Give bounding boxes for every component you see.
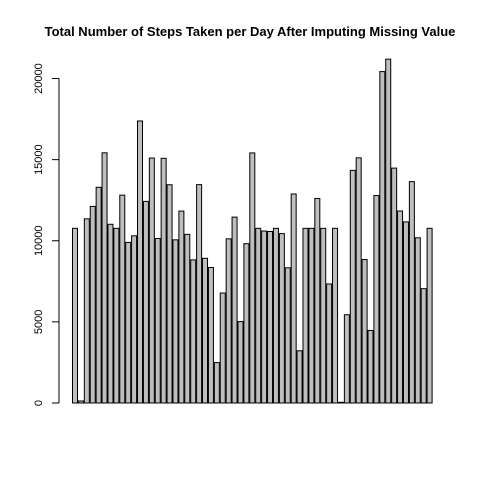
bar <box>284 267 291 404</box>
chart-title: Total Number of Steps Taken per Day Afte… <box>45 24 456 39</box>
bar <box>426 227 433 404</box>
bar <box>190 259 197 404</box>
bar <box>107 223 114 404</box>
bar <box>332 227 339 404</box>
bar <box>160 157 167 404</box>
bar <box>420 288 427 404</box>
bar <box>373 195 380 404</box>
bar <box>243 243 250 404</box>
bar <box>148 157 155 404</box>
bar <box>142 200 149 404</box>
bar <box>267 231 274 404</box>
bar <box>154 238 161 404</box>
bar <box>272 227 279 404</box>
bar <box>225 238 232 404</box>
y-tick-label: 10000 <box>33 225 45 256</box>
bar <box>261 230 268 404</box>
bar <box>296 350 303 404</box>
bar <box>137 120 144 404</box>
bar <box>355 157 362 404</box>
bar <box>119 194 126 404</box>
bar <box>113 227 120 404</box>
bar <box>337 401 344 404</box>
bar <box>219 292 226 404</box>
bar <box>326 283 333 404</box>
bar <box>290 193 297 404</box>
bar <box>349 169 356 404</box>
bar <box>184 233 191 404</box>
bar <box>207 266 214 404</box>
bar <box>72 227 78 404</box>
y-tick-label: 5000 <box>33 310 45 334</box>
bar <box>397 210 404 404</box>
bar <box>302 227 309 404</box>
y-tick-label: 15000 <box>33 144 45 175</box>
y-tick-label: 0 <box>33 400 45 406</box>
bar <box>314 197 321 404</box>
bar <box>83 218 90 404</box>
bar <box>320 227 327 404</box>
bar <box>77 400 84 404</box>
bar <box>202 257 209 404</box>
bar <box>178 210 185 404</box>
y-tick-label: 20000 <box>33 63 45 94</box>
bar <box>379 71 386 404</box>
y-axis: 0 5000 10000 15000 20000 <box>33 63 60 406</box>
bar <box>414 237 421 404</box>
bar <box>131 235 138 404</box>
bar <box>95 186 102 404</box>
bar <box>231 216 238 404</box>
bar <box>278 233 285 404</box>
bar <box>249 152 256 404</box>
bar <box>89 205 96 404</box>
bar <box>255 227 262 404</box>
bar <box>361 259 368 404</box>
bar <box>391 167 398 404</box>
bar <box>343 314 350 404</box>
bar <box>402 221 409 404</box>
bar <box>166 184 173 404</box>
bar <box>385 58 392 404</box>
bar <box>196 184 203 404</box>
bar <box>213 362 220 404</box>
bar <box>367 329 374 404</box>
bars-group <box>72 58 433 404</box>
bar <box>408 181 415 404</box>
bar <box>308 227 315 404</box>
bar <box>125 241 132 404</box>
bar <box>172 239 179 404</box>
bar <box>237 321 244 404</box>
bar <box>101 152 108 404</box>
